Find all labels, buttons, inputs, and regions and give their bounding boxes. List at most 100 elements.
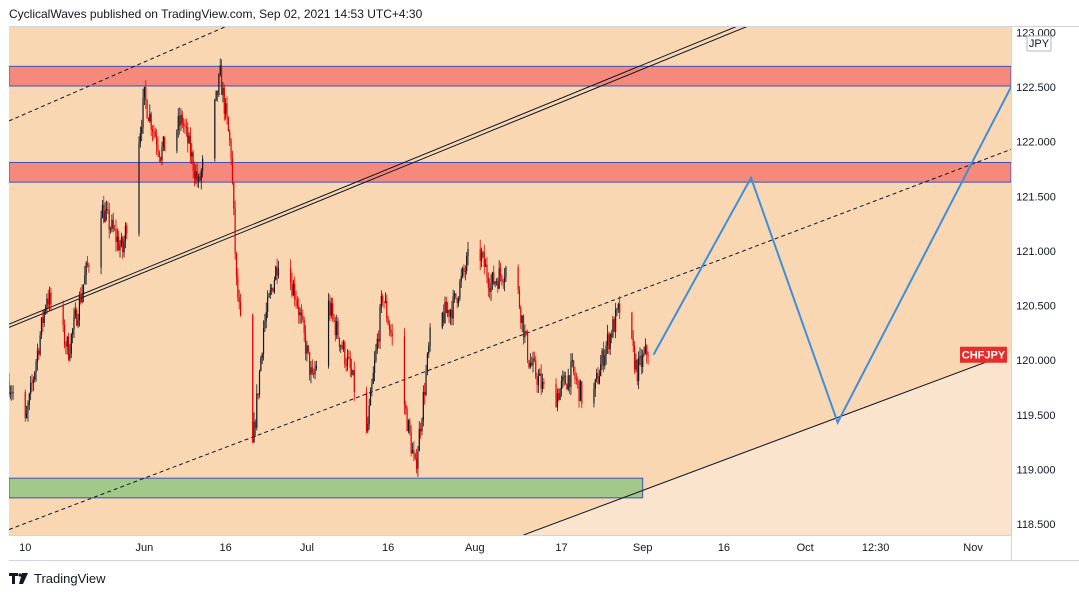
- candle-88[interactable]: [180, 108, 182, 132]
- candle-31[interactable]: [70, 332, 72, 359]
- candle-277[interactable]: [533, 351, 535, 363]
- candle-134[interactable]: [264, 313, 266, 333]
- candle-258[interactable]: [497, 277, 499, 293]
- candle-119[interactable]: [233, 181, 235, 216]
- candle-2[interactable]: [9, 385, 11, 400]
- candle-37[interactable]: [78, 291, 81, 327]
- candle-71[interactable]: [146, 98, 148, 120]
- candle-205[interactable]: [403, 328, 405, 415]
- candle-93[interactable]: [187, 122, 189, 153]
- candle-66[interactable]: [139, 126, 141, 148]
- candle-23[interactable]: [49, 286, 51, 311]
- candle-21[interactable]: [46, 293, 48, 315]
- candle-32[interactable]: [72, 327, 74, 344]
- candle-149[interactable]: [295, 290, 297, 309]
- candle-150[interactable]: [296, 296, 299, 310]
- candle-22[interactable]: [47, 289, 49, 309]
- candle-216[interactable]: [418, 421, 420, 452]
- candle-334[interactable]: [643, 346, 645, 357]
- candle-269[interactable]: [522, 314, 525, 345]
- candle-9[interactable]: [30, 376, 32, 401]
- candle-219[interactable]: [422, 385, 424, 427]
- candle-111[interactable]: [222, 81, 224, 103]
- candle-116[interactable]: [229, 128, 231, 147]
- candle-7[interactable]: [27, 400, 29, 422]
- candle-163[interactable]: [314, 361, 316, 380]
- candle-273[interactable]: [528, 359, 530, 369]
- candle-218[interactable]: [421, 417, 423, 436]
- candle-318[interactable]: [610, 329, 613, 344]
- candle-192[interactable]: [375, 343, 377, 363]
- candle-5[interactable]: [24, 389, 26, 422]
- candle-177[interactable]: [344, 340, 346, 369]
- candle-217[interactable]: [420, 422, 422, 439]
- candle-155[interactable]: [303, 316, 305, 342]
- candle-317[interactable]: [609, 332, 611, 355]
- candle-245[interactable]: [479, 239, 481, 270]
- candle-290[interactable]: [562, 370, 564, 389]
- candle-19[interactable]: [43, 309, 45, 327]
- candle-55[interactable]: [114, 224, 116, 232]
- candle-206[interactable]: [405, 400, 407, 415]
- candle-271[interactable]: [525, 330, 527, 336]
- candle-28[interactable]: [66, 335, 68, 355]
- candle-307[interactable]: [596, 368, 598, 383]
- candle-65[interactable]: [138, 136, 140, 237]
- candle-172[interactable]: [337, 317, 339, 340]
- candle-310[interactable]: [600, 355, 602, 377]
- candle-274[interactable]: [529, 353, 531, 369]
- candle-101[interactable]: [197, 173, 200, 189]
- candle-11[interactable]: [32, 376, 34, 392]
- candle-53[interactable]: [111, 214, 113, 233]
- candle-103[interactable]: [200, 168, 202, 190]
- candle-240[interactable]: [462, 266, 464, 279]
- candle-142[interactable]: [275, 265, 277, 281]
- candle-214[interactable]: [415, 448, 418, 474]
- candle-234[interactable]: [453, 290, 456, 303]
- candle-166[interactable]: [329, 294, 331, 322]
- publisher-name[interactable]: CyclicalWaves: [9, 7, 87, 21]
- candle-257[interactable]: [495, 278, 498, 286]
- candle-147[interactable]: [292, 279, 294, 296]
- candle-106[interactable]: [215, 90, 217, 102]
- candle-174[interactable]: [340, 344, 342, 353]
- candle-259[interactable]: [498, 260, 500, 290]
- candle-175[interactable]: [341, 340, 343, 350]
- candle-109[interactable]: [219, 58, 221, 77]
- candle-141[interactable]: [273, 276, 275, 294]
- candle-170[interactable]: [334, 316, 336, 342]
- candle-167[interactable]: [330, 297, 332, 319]
- candle-298[interactable]: [573, 359, 575, 376]
- candle-12[interactable]: [34, 370, 36, 383]
- candle-194[interactable]: [378, 330, 380, 349]
- candle-67[interactable]: [141, 119, 143, 142]
- candle-262[interactable]: [502, 278, 504, 289]
- candle-332[interactable]: [640, 349, 642, 375]
- candle-244[interactable]: [467, 241, 469, 266]
- candle-229[interactable]: [447, 301, 449, 318]
- candle-203[interactable]: [390, 324, 392, 338]
- candle-320[interactable]: [613, 316, 615, 333]
- candle-331[interactable]: [639, 347, 641, 366]
- candle-17[interactable]: [40, 317, 43, 340]
- candle-297[interactable]: [571, 353, 573, 368]
- candle-250[interactable]: [486, 257, 488, 284]
- candle-284[interactable]: [543, 378, 545, 390]
- candle-337[interactable]: [647, 351, 649, 365]
- candle-47[interactable]: [103, 195, 105, 224]
- candle-86[interactable]: [177, 108, 179, 138]
- candle-4[interactable]: [12, 385, 14, 400]
- candle-187[interactable]: [368, 398, 370, 430]
- candle-62[interactable]: [123, 235, 125, 258]
- symbol-label[interactable]: CHFJPY: [960, 346, 1007, 363]
- candle-70[interactable]: [145, 79, 147, 109]
- candle-239[interactable]: [460, 268, 462, 289]
- footer-brand[interactable]: TradingView: [9, 571, 106, 586]
- candle-81[interactable]: [160, 156, 162, 164]
- candle-145[interactable]: [290, 259, 292, 291]
- candle-160[interactable]: [310, 361, 312, 384]
- candle-254[interactable]: [491, 271, 493, 290]
- candle-296[interactable]: [570, 353, 572, 396]
- candle-241[interactable]: [463, 264, 465, 278]
- candle-313[interactable]: [604, 349, 606, 370]
